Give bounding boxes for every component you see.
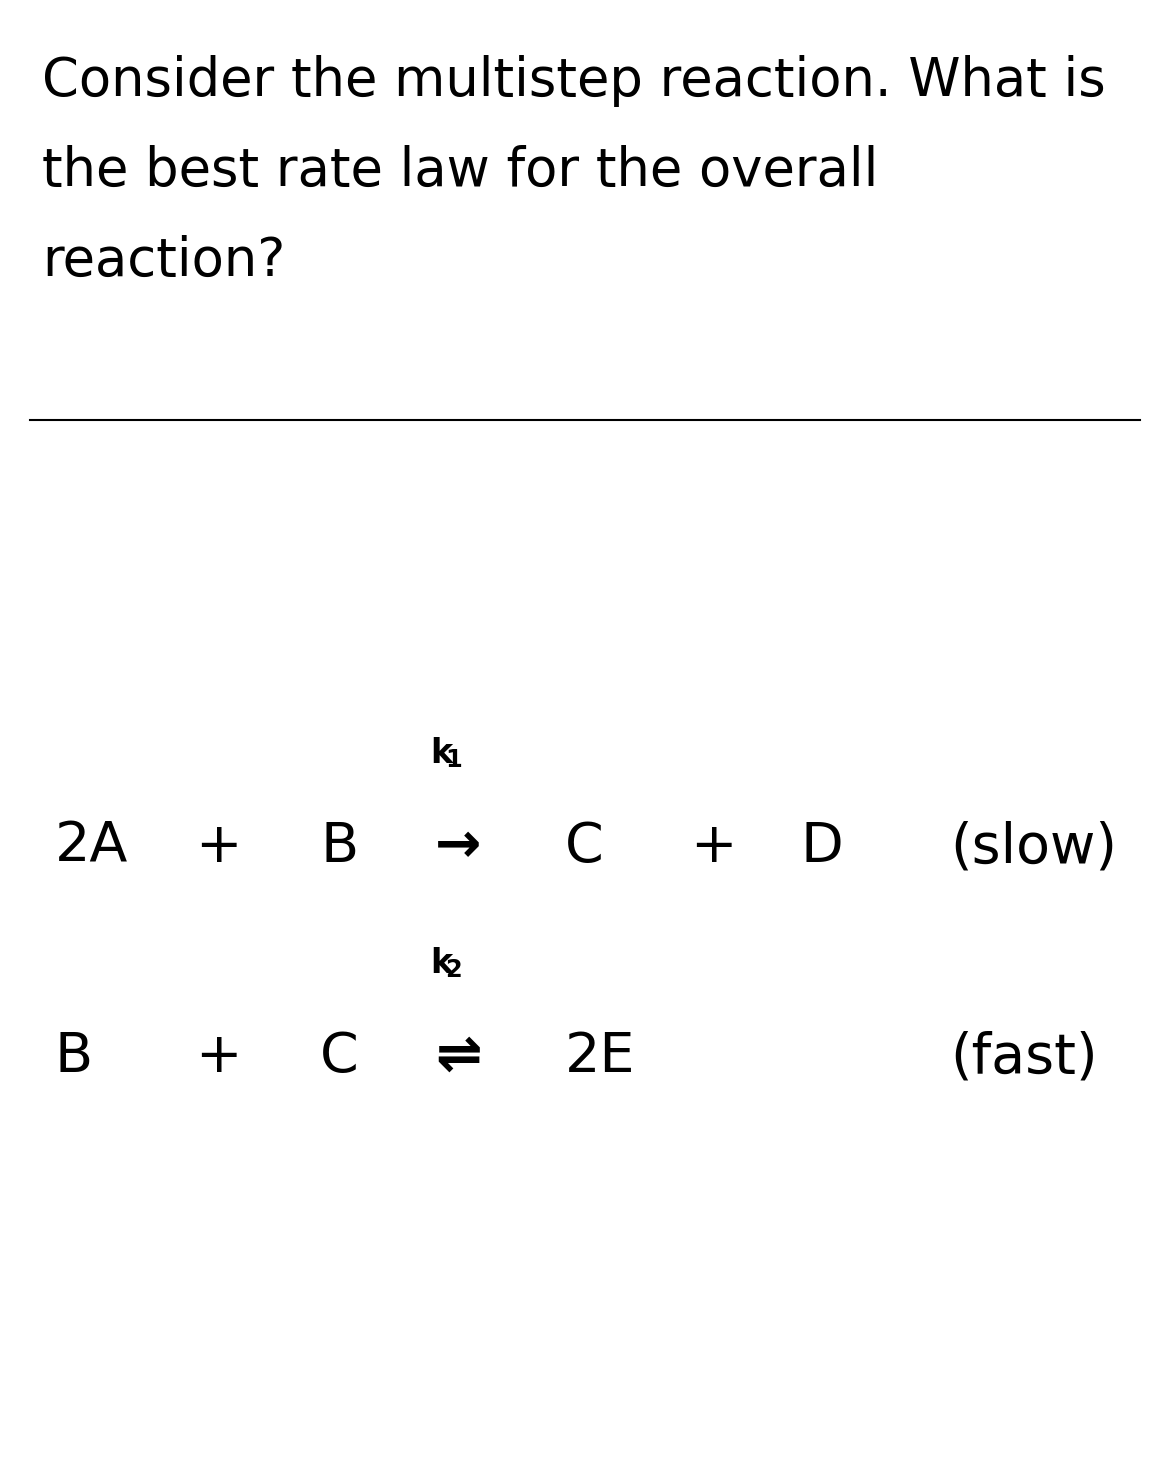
Text: (slow): (slow) [950,819,1117,873]
Text: k: k [431,737,452,770]
Text: 1: 1 [445,749,462,772]
Text: 2: 2 [445,958,462,982]
Text: +: + [195,1030,241,1084]
Text: reaction?: reaction? [42,236,285,287]
Text: the best rate law for the overall: the best rate law for the overall [42,145,879,198]
Text: ⇌: ⇌ [435,1030,482,1084]
Text: k: k [431,947,452,980]
Text: +: + [195,819,241,873]
Text: (fast): (fast) [950,1030,1097,1084]
Text: +: + [690,819,736,873]
Text: D: D [800,819,842,873]
Text: B: B [321,819,358,873]
Text: Consider the multistep reaction. What is: Consider the multistep reaction. What is [42,56,1106,107]
Text: 2E: 2E [565,1030,635,1084]
Text: C: C [321,1030,359,1084]
Text: 2A: 2A [55,819,129,873]
Text: →: → [435,819,482,873]
Text: C: C [565,819,604,873]
Text: B: B [55,1030,94,1084]
